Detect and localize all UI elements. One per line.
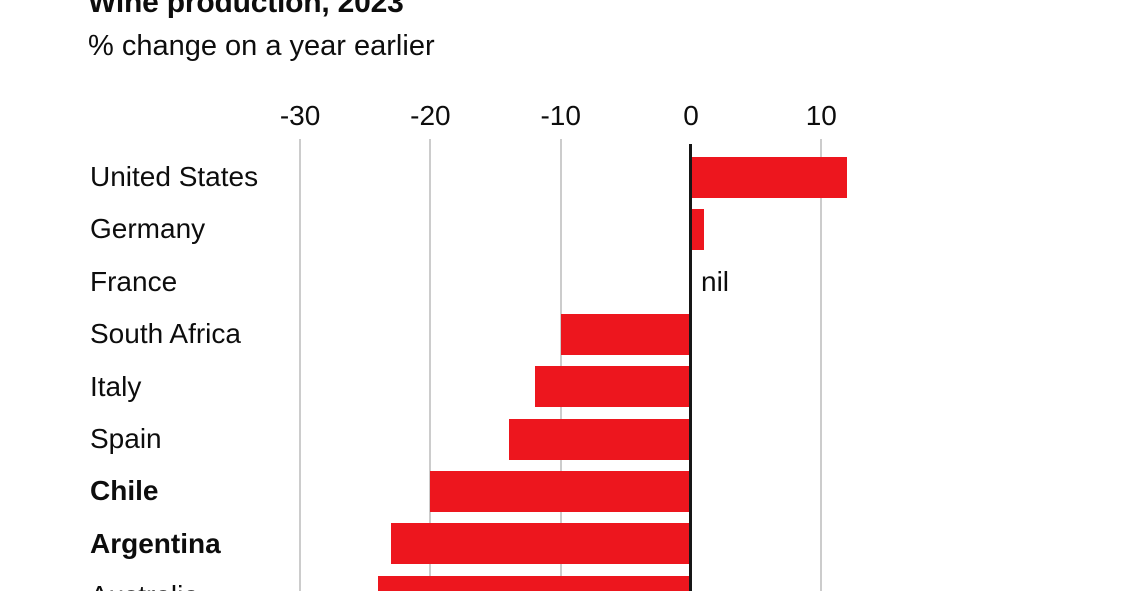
x-gridline bbox=[820, 139, 823, 591]
chart-title: Wine production, 2023 bbox=[88, 0, 404, 19]
bar bbox=[534, 366, 691, 408]
category-label: Germany bbox=[90, 213, 206, 245]
category-label: Australia bbox=[90, 579, 199, 591]
category-label: Italy bbox=[90, 370, 142, 402]
chart-subtitle: % change on a year earlier bbox=[88, 30, 435, 62]
bar bbox=[691, 208, 705, 250]
x-gridline bbox=[559, 139, 562, 591]
category-label: United States bbox=[90, 161, 259, 192]
x-gridline bbox=[299, 139, 302, 591]
x-tick-label: 10 bbox=[805, 100, 837, 131]
bar bbox=[378, 575, 691, 591]
x-tick-label: -10 bbox=[540, 100, 581, 131]
category-label: Argentina bbox=[90, 527, 221, 559]
category-label: South Africa bbox=[90, 318, 241, 350]
category-label: Chile bbox=[90, 475, 159, 507]
category-label: France bbox=[90, 265, 178, 297]
x-gridline bbox=[429, 139, 432, 591]
bar bbox=[691, 156, 848, 198]
bar bbox=[430, 470, 691, 512]
bar bbox=[391, 523, 691, 565]
zero-axis-line bbox=[688, 144, 692, 591]
bar bbox=[508, 418, 691, 460]
category-label: Spain bbox=[90, 423, 162, 454]
bar bbox=[560, 313, 691, 355]
x-tick-label: 0 bbox=[683, 100, 699, 131]
x-tick-label: -20 bbox=[410, 100, 451, 131]
nil-value-label: nil bbox=[701, 265, 730, 297]
x-tick-label: -30 bbox=[279, 100, 321, 131]
